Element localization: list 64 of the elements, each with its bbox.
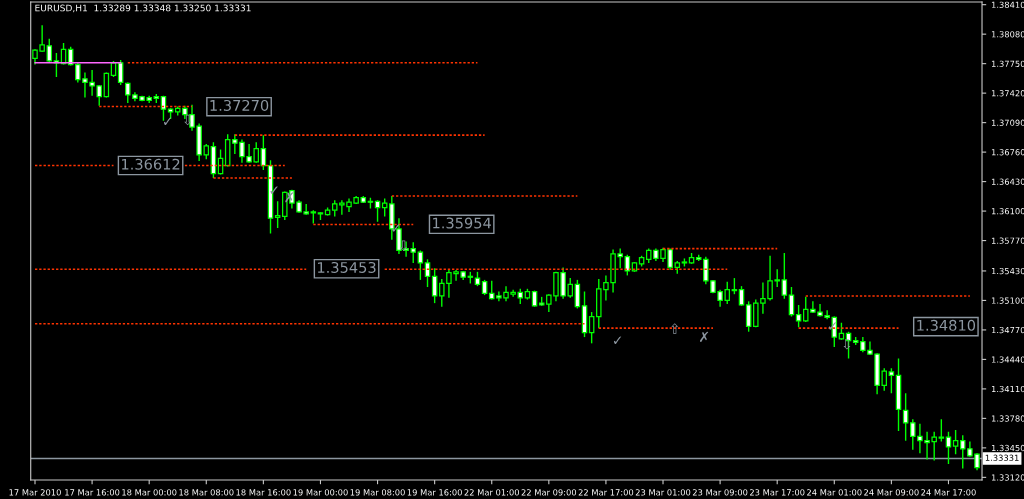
- x-tick-label: 23 Mar 09:00: [692, 489, 748, 496]
- y-tick-label: 1.38080: [991, 31, 1024, 38]
- candlestick: [424, 258, 431, 288]
- candlestick: [788, 286, 795, 318]
- y-tick-label: 1.37420: [991, 90, 1024, 97]
- x-tick-label: 18 Mar 08:00: [179, 489, 234, 496]
- x-tick-label: 19 Mar 00:00: [293, 489, 348, 496]
- x-tick-label: 22 Mar 01:00: [464, 489, 519, 496]
- annotation: ✓: [828, 322, 837, 330]
- y-tick-label: 1.33450: [991, 444, 1024, 452]
- annotation: ✓: [613, 336, 622, 344]
- y-tick-label: 1.34110: [991, 385, 1024, 393]
- candlestick: [274, 200, 281, 229]
- y-tick-label: 1.37750: [991, 60, 1024, 67]
- y-tick-label: 1.35430: [991, 267, 1024, 275]
- chart-title: EURUSD,H1 1.33289 1.33348 1.33250 1.33331: [35, 4, 251, 13]
- y-tick-label: 1.34440: [991, 356, 1024, 363]
- x-tick-label: 19 Mar 16:00: [407, 489, 462, 496]
- candlestick: [902, 392, 909, 442]
- x-tick-label: 18 Mar 00:00: [122, 489, 177, 496]
- y-tick-label: 1.35770: [991, 237, 1024, 244]
- candlestick: [952, 429, 959, 455]
- candlestick: [745, 300, 752, 333]
- y-tick-label: 1.38410: [991, 1, 1024, 8]
- x-tick-label: 22 Mar 17:00: [578, 489, 634, 496]
- candlestick: [945, 431, 952, 465]
- annotation: 1.34810: [917, 319, 976, 331]
- y-tick-label: 1.36430: [991, 178, 1024, 185]
- y-tick-label: 1.35100: [991, 297, 1024, 304]
- y-tick-label: 1.33780: [991, 415, 1024, 422]
- x-tick-label: 24 Mar 09:00: [864, 489, 919, 496]
- candlestick: [938, 418, 945, 443]
- y-tick-label: 1.36100: [991, 208, 1024, 215]
- annotation: 1.35954: [433, 217, 491, 229]
- annotation: ✗: [285, 192, 294, 203]
- x-tick-label: 18 Mar 16:00: [236, 489, 291, 496]
- annotation: 1.36612: [122, 158, 180, 170]
- annotation: 1.37270: [210, 99, 269, 111]
- x-tick-label: 24 Mar 17:00: [921, 489, 976, 496]
- candlestick: [417, 249, 424, 281]
- annotation: ⇧: [671, 323, 679, 334]
- annotation: ✗: [700, 331, 709, 343]
- annotation: ⇩: [400, 240, 408, 251]
- x-tick-label: 23 Mar 01:00: [635, 489, 691, 496]
- y-tick-label: 1.33120: [991, 474, 1024, 481]
- candlestick: [738, 285, 745, 307]
- candlestick: [103, 71, 110, 99]
- candlestick: [795, 304, 802, 328]
- candlestick: [888, 367, 895, 395]
- annotation: 1.35453: [318, 261, 376, 273]
- candlestick: [588, 311, 595, 345]
- x-tick-label: 24 Mar 01:00: [807, 489, 862, 496]
- x-tick-label: 17 Mar 16:00: [65, 489, 120, 496]
- x-tick-label: 23 Mar 17:00: [749, 489, 805, 496]
- candlestick: [431, 267, 438, 304]
- x-tick-label: 19 Mar 08:00: [350, 489, 405, 496]
- ref-line-label: 1.33331: [985, 454, 1019, 461]
- x-tick-label: 17 Mar 2010: [9, 489, 61, 496]
- candlestick: [781, 252, 788, 300]
- y-tick-label: 1.34770: [991, 326, 1024, 334]
- y-tick-label: 1.37090: [991, 119, 1024, 126]
- y-tick-label: 1.36760: [991, 149, 1024, 156]
- x-tick-label: 22 Mar 09:00: [521, 489, 577, 496]
- annotation: ✓: [163, 117, 172, 125]
